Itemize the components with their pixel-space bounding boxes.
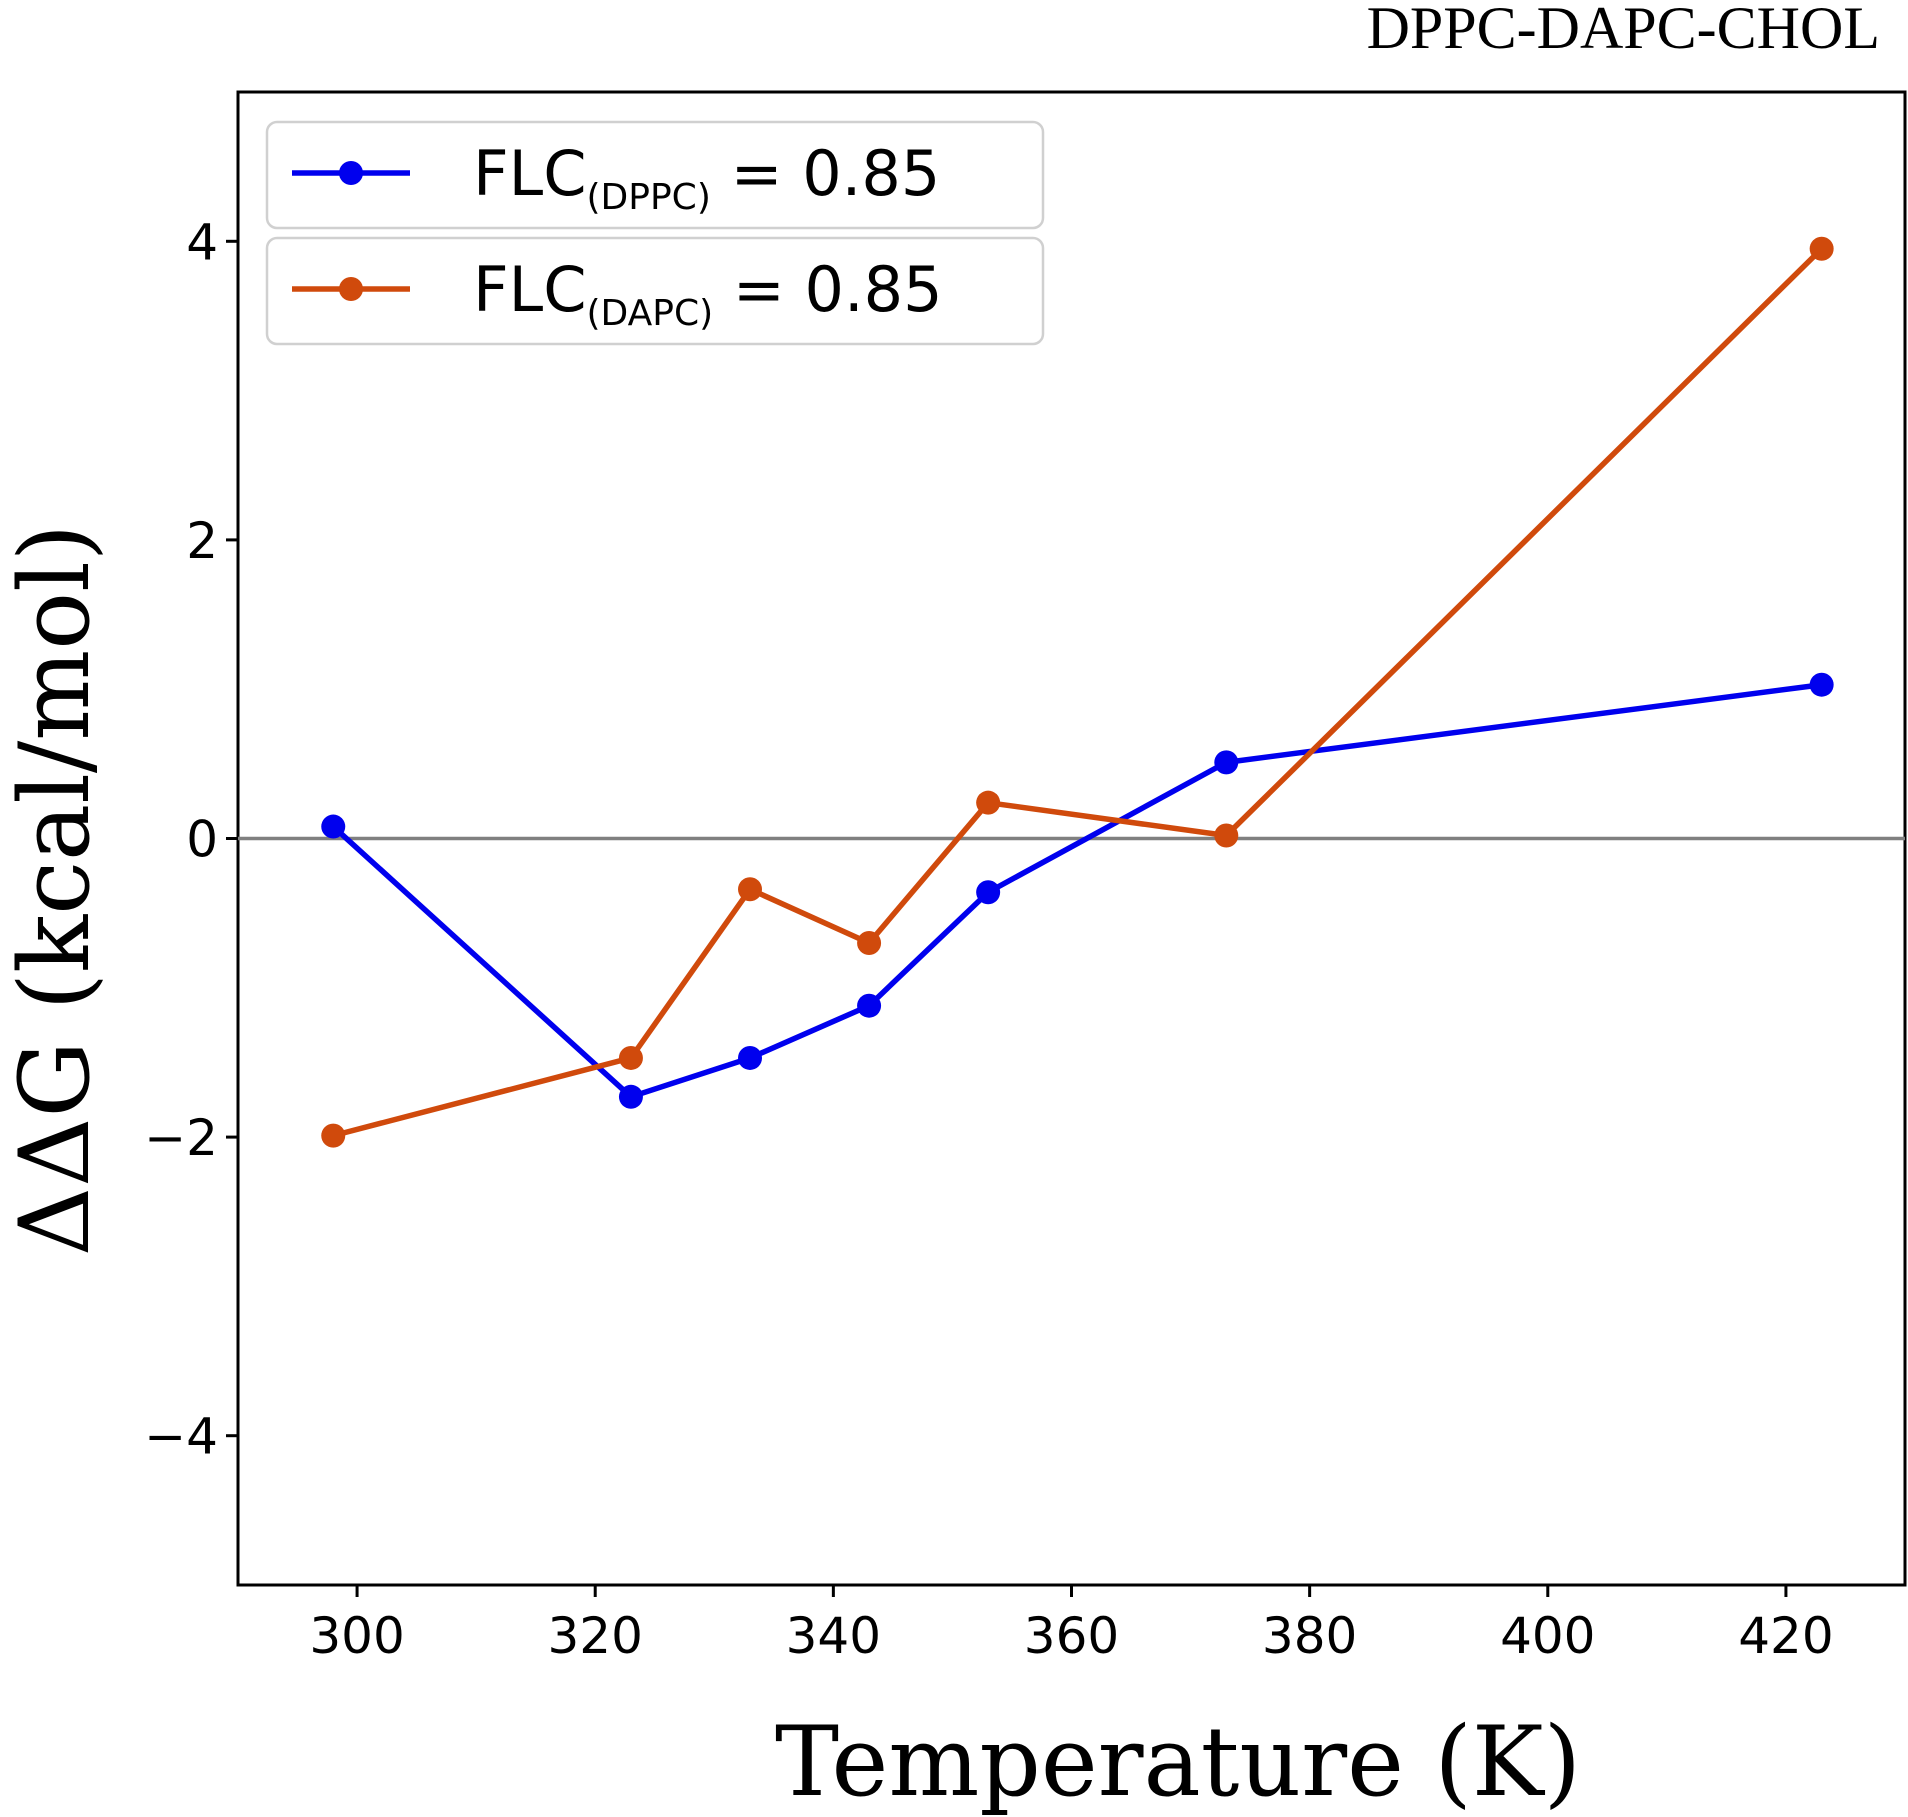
- y-tick-label: 4: [186, 213, 218, 271]
- y-tick-label: 0: [186, 811, 218, 869]
- data-point: [738, 877, 763, 902]
- series-line: [332, 246, 1824, 1139]
- data-point: [1214, 823, 1239, 848]
- legend: FLC(DPPC) = 0.85 FLC(DAPC) = 0.85: [265, 120, 1045, 346]
- data-point: [976, 790, 1001, 815]
- data-point: [1214, 750, 1239, 775]
- x-tick-label: 380: [1262, 1607, 1357, 1665]
- x-axis-ticks: 300 320 340 360 380 400 420: [309, 1585, 1834, 1665]
- y-tick-label: 2: [186, 512, 218, 570]
- x-tick-label: 320: [547, 1607, 642, 1665]
- series-dppc: [321, 672, 1834, 1109]
- x-axis-label: Temperature (K): [775, 1706, 1581, 1817]
- data-point: [321, 1123, 346, 1148]
- legend-marker: [339, 161, 363, 185]
- series-line: [331, 681, 1823, 1100]
- legend-box: [265, 236, 1045, 346]
- series-layer: [321, 236, 1834, 1148]
- data-point: [618, 1084, 643, 1109]
- y-tick-label: −4: [144, 1408, 218, 1466]
- data-point: [857, 993, 882, 1018]
- data-point: [618, 1045, 643, 1070]
- y-axis-ticks: −4 −2 0 2 4: [144, 213, 238, 1466]
- data-point: [1809, 672, 1834, 697]
- x-tick-label: 400: [1500, 1607, 1595, 1665]
- x-tick-label: 300: [309, 1607, 404, 1665]
- legend-label: FLC(DAPC) = 0.85: [473, 253, 943, 334]
- legend-marker: [339, 277, 363, 301]
- data-point: [1809, 236, 1834, 261]
- series-dapc: [321, 236, 1834, 1148]
- legend-box: [265, 120, 1045, 230]
- legend-entry-dapc: FLC(DAPC) = 0.85: [265, 236, 1045, 346]
- data-point: [857, 931, 882, 956]
- x-tick-label: 360: [1024, 1607, 1119, 1665]
- y-axis-label: ΔΔG (kcal/mol): [0, 524, 111, 1257]
- legend-entry-dppc: FLC(DPPC) = 0.85: [265, 120, 1045, 230]
- data-point: [976, 880, 1001, 905]
- data-point: [321, 814, 346, 839]
- chart-title: DPPC-DAPC-CHOL: [1367, 0, 1880, 61]
- legend-label: FLC(DPPC) = 0.85: [473, 137, 940, 218]
- data-point: [738, 1045, 763, 1070]
- x-tick-label: 340: [786, 1607, 881, 1665]
- y-tick-label: −2: [144, 1109, 218, 1167]
- x-tick-label: 420: [1738, 1607, 1833, 1665]
